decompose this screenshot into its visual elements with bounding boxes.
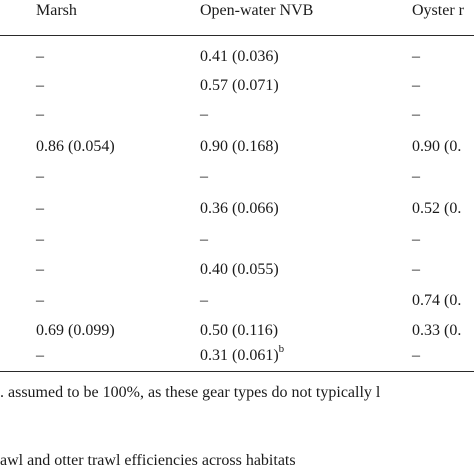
table-cell: 0.31 (0.061)b <box>200 343 284 369</box>
table-row: – 0.31 (0.061)b – <box>0 343 474 369</box>
table-cell: 0.33 (0. <box>412 322 462 339</box>
table-row: – – – <box>0 164 474 190</box>
table-cell: 0.41 (0.036) <box>200 48 279 65</box>
table-row: 0.69 (0.099) 0.50 (0.116) 0.33 (0. <box>0 318 474 344</box>
table-cell: – <box>36 231 44 248</box>
table-cell: – <box>36 200 44 217</box>
table-caption: awl and otter trawl efficiencies across … <box>0 452 296 469</box>
table-bottom-rule <box>0 371 474 372</box>
table-row: – 0.57 (0.071) – <box>0 73 474 99</box>
table-row: – – 0.74 (0. <box>0 288 474 314</box>
table-top-rule <box>0 35 474 36</box>
table-cell: – <box>412 261 420 278</box>
table-cell: – <box>412 48 420 65</box>
table-cell: 0.86 (0.054) <box>36 138 115 155</box>
column-header-marsh: Marsh <box>36 2 77 19</box>
table-row: – – – <box>0 227 474 253</box>
table-row: – 0.40 (0.055) – <box>0 257 474 283</box>
table-cell: – <box>412 77 420 94</box>
column-header-open-water-nvb: Open-water NVB <box>200 2 314 19</box>
table-cell: – <box>36 347 44 364</box>
table-cell: – <box>200 168 208 185</box>
table-cell: – <box>412 168 420 185</box>
table-row: – – – <box>0 102 474 128</box>
table-cell: – <box>36 168 44 185</box>
table-cell: – <box>36 106 44 123</box>
table-cell: 0.90 (0.168) <box>200 138 279 155</box>
column-header-oyster-reef: Oyster r <box>412 2 464 19</box>
table-cell: – <box>200 231 208 248</box>
footnote-marker: b <box>278 342 285 355</box>
table-cell: – <box>412 347 420 364</box>
table-cell: 0.36 (0.066) <box>200 200 279 217</box>
table-cell: – <box>200 106 208 123</box>
table-cell: 0.40 (0.055) <box>200 261 279 278</box>
table-cell: – <box>412 106 420 123</box>
table-cell: 0.57 (0.071) <box>200 77 279 94</box>
table-cell: – <box>36 292 44 309</box>
table-cell: – <box>412 231 420 248</box>
table-cell: – <box>36 77 44 94</box>
table-cell: 0.52 (0. <box>412 200 462 217</box>
table-row: 0.86 (0.054) 0.90 (0.168) 0.90 (0. <box>0 134 474 160</box>
table-cell: – <box>200 292 208 309</box>
table-cell: 0.90 (0. <box>412 138 462 155</box>
table-footnote: . assumed to be 100%, as these gear type… <box>0 384 381 401</box>
table-cell: 0.69 (0.099) <box>36 322 115 339</box>
table-cell: – <box>36 261 44 278</box>
table-header-row: Marsh Open-water NVB Oyster r <box>0 0 474 36</box>
table-cell: – <box>36 48 44 65</box>
table-row: – 0.36 (0.066) 0.52 (0. <box>0 196 474 222</box>
table-row: – 0.41 (0.036) – <box>0 44 474 70</box>
table-cell: 0.74 (0. <box>412 292 462 309</box>
table-cell: 0.50 (0.116) <box>200 322 279 339</box>
table-cell-value: 0.31 (0.061) <box>200 347 279 364</box>
